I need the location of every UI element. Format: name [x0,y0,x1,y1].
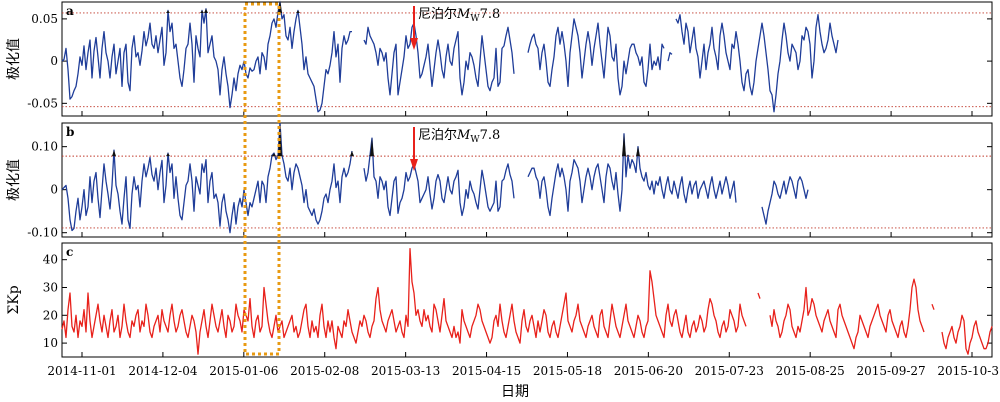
x-tick-label: 2015-02-08 [290,364,359,378]
exceedance-marker [626,155,630,157]
magnitude-value: 7.8 [480,128,501,143]
y-tick-label: 0 [50,54,58,68]
x-axis-label: 日期 [501,384,529,400]
panel-a: 0.05 0 -0.05 极化值 a 尼泊尔MW7.8 [6,0,993,117]
panel-frame [61,1,993,117]
panel-c: 40 30 20 10 ΣKp c [6,242,993,358]
x-tick-label: 2015-09-27 [856,364,925,378]
exceedance-marker [636,146,640,157]
magnitude-subscript: W [470,14,480,24]
x-tick-label: 2015-07-23 [695,364,764,378]
exceedance-marker [166,153,170,157]
panel-letter: c [66,245,73,259]
exceedance-marker [200,10,204,13]
y-axis-label: ΣKp [6,285,22,314]
y-axis-label: 极化值 [6,38,22,80]
x-tick-label: 2015-08-25 [776,364,845,378]
exceedance-marker [204,8,208,13]
y-tick-label: 0 [50,183,58,197]
panel-b: 0.10 0 -0.10 极化值 b 尼泊尔MW7.8 [6,122,993,240]
y-tick-label: 10 [43,336,58,350]
magnitude-symbol: M [456,7,471,22]
panel-letter: a [66,4,74,18]
x-tick-label: 2014-12-04 [128,364,198,378]
panel-frame [61,242,993,358]
exceedance-marker [112,150,116,157]
x-tick-label: 2015-10-31 [937,364,1000,378]
panel-frame [61,122,993,238]
exceedance-marker [280,155,284,157]
y-tick-label: 0.05 [31,12,58,26]
earthquake-label: 尼泊尔MW7.8 [418,128,500,145]
panel-letter: b [66,125,74,139]
magnitude-value: 7.8 [480,7,501,22]
series-line [61,247,993,355]
series-line [61,1,839,113]
y-axis-label: 极化值 [6,159,22,201]
y-tick-label: 0.10 [31,140,58,154]
series-line [61,122,809,234]
earthquake-label: 尼泊尔MW7.8 [418,7,500,24]
earthquake-arrow-head [410,38,418,50]
y-tick-label: 30 [43,280,58,294]
shared-x-axis: 2014-11-01 2014-12-04 2015-01-06 2015-02-08… [47,111,1000,378]
y-tick-label: -0.05 [27,96,58,110]
x-tick-label: 2014-11-01 [47,364,116,378]
magnitude-symbol: M [456,128,471,143]
y-tick-label: 40 [43,253,58,267]
magnitude-subscript: W [470,135,480,145]
x-tick-label: 2015-01-06 [209,364,278,378]
x-tick-label: 2015-05-18 [533,364,602,378]
earthquake-label-prefix: 尼泊尔 [418,7,457,22]
exceedance-marker [370,138,374,157]
exceedance-marker [622,133,626,157]
exceedance-marker [272,153,276,157]
earthquake-arrow-head [410,159,418,171]
exceedance-marker [166,10,170,13]
y-tick-label: -0.10 [27,226,58,240]
exceedance-marker [296,10,300,13]
x-tick-label: 2015-04-15 [452,364,521,378]
exceedance-marker [350,150,354,157]
x-tick-label: 2015-03-13 [371,364,440,378]
x-tick-label: 2015-06-20 [614,364,683,378]
earthquake-label-prefix: 尼泊尔 [418,128,457,143]
y-tick-label: 20 [43,308,58,322]
